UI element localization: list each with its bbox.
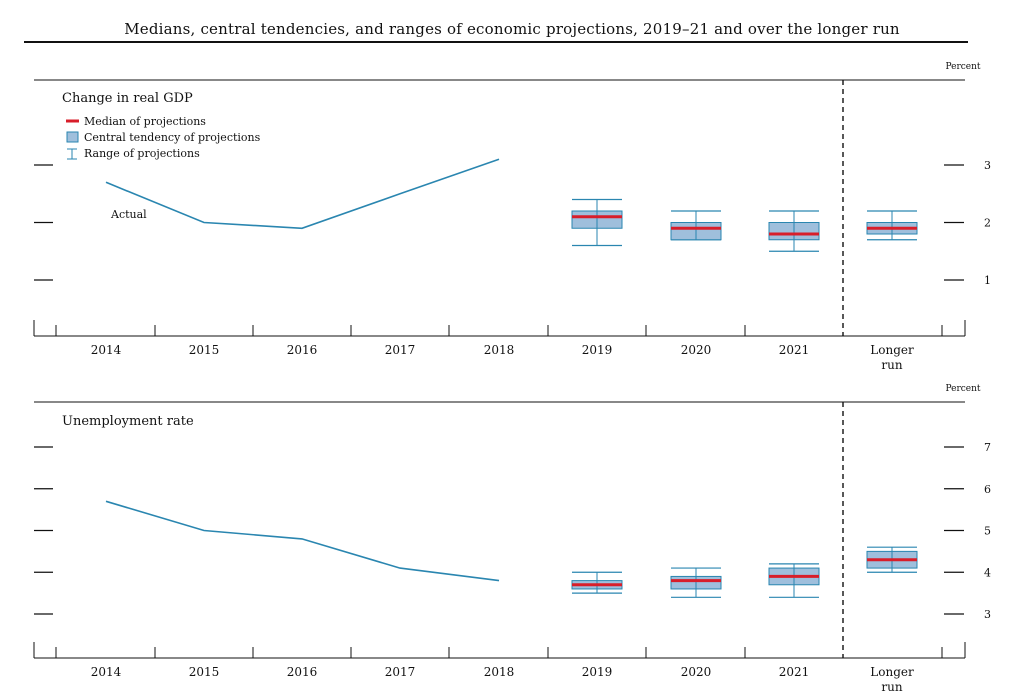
unemp-y-tick-label: 3 xyxy=(984,608,991,621)
unemp-x-label: 2016 xyxy=(287,665,318,679)
gdp-y-tick-label: 1 xyxy=(984,274,991,287)
unemp-x-label: Longer xyxy=(870,665,914,679)
gdp-x-label: 2020 xyxy=(681,343,712,357)
unemp-x-label: 2021 xyxy=(779,665,810,679)
gdp-y-tick-label: 2 xyxy=(984,217,991,230)
unemp-x-label: 2017 xyxy=(385,665,416,679)
unemp-y-tick-label: 7 xyxy=(984,441,991,454)
unemp-panel-title: Unemployment rate xyxy=(62,414,194,429)
unemp-x-label: 2018 xyxy=(484,665,515,679)
legend-range-label: Range of projections xyxy=(84,147,200,160)
legend-median-label: Median of projections xyxy=(84,115,206,128)
figure-title: Medians, central tendencies, and ranges … xyxy=(124,20,900,38)
unemp-x-label: 2020 xyxy=(681,665,712,679)
gdp-x-label: 2017 xyxy=(385,343,416,357)
unemp-x-label: 2014 xyxy=(91,665,122,679)
gdp-x-label: run xyxy=(881,358,902,372)
unemp-y-tick-label: 5 xyxy=(984,525,991,538)
title-rule xyxy=(24,41,968,43)
gdp-y-tick-label: 3 xyxy=(984,159,991,172)
gdp-x-label: 2021 xyxy=(779,343,810,357)
gdp-actual-label: Actual xyxy=(110,208,147,221)
legend-central-swatch xyxy=(66,131,79,143)
gdp-x-label: 2014 xyxy=(91,343,122,357)
unemp-actual-line xyxy=(105,500,500,582)
gdp-actual-line xyxy=(105,158,500,230)
unemp-y-tick-label: 6 xyxy=(984,483,991,496)
unemp-x-label: 2015 xyxy=(189,665,220,679)
gdp-x-label: 2018 xyxy=(484,343,515,357)
gdp-x-label: Longer xyxy=(870,343,914,357)
legend-central-label: Central tendency of projections xyxy=(84,131,261,144)
gdp-x-label: 2015 xyxy=(189,343,220,357)
gdp-x-label: 2019 xyxy=(582,343,613,357)
gdp-x-label: 2016 xyxy=(287,343,318,357)
unemp-y-tick-label: 4 xyxy=(984,566,991,579)
unemp-x-label: 2019 xyxy=(582,665,613,679)
unemp-x-label: run xyxy=(881,680,902,692)
gdp-unit-label: Percent xyxy=(945,62,980,72)
unemp-unit-label: Percent xyxy=(945,384,980,394)
gdp-panel-title: Change in real GDP xyxy=(62,91,193,106)
